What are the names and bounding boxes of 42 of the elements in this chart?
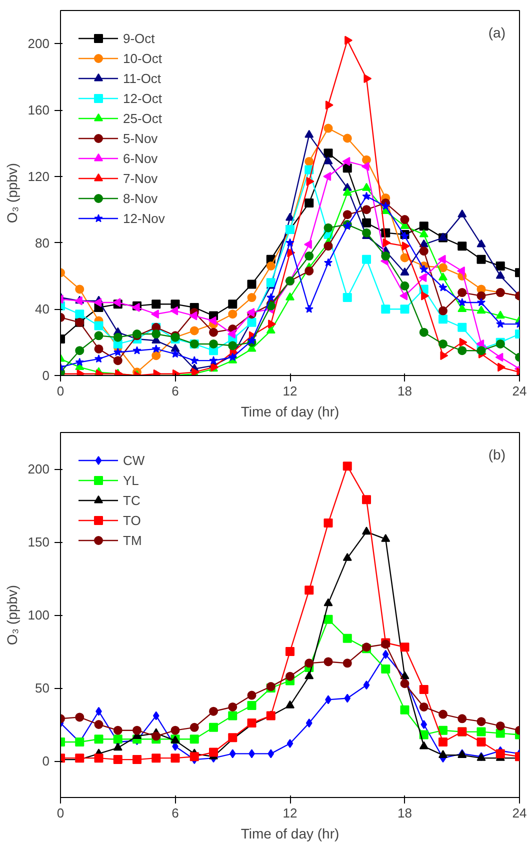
x-tick-label: 0 [56, 384, 64, 398]
legend-label: 5-Nov [123, 130, 158, 146]
x-tick-label: 24 [512, 384, 527, 398]
y-tick-label: 100 [28, 608, 50, 622]
legend-label: 12-Oct [123, 90, 162, 106]
x-tick-label: 6 [172, 384, 179, 398]
legend-label: TM [123, 532, 143, 548]
x-tick-label: 12 [282, 384, 298, 398]
y-tick-label: 200 [28, 36, 50, 52]
y-tick-label: 200 [28, 462, 50, 476]
x-tick-label: 18 [398, 806, 412, 820]
x-axis-title: Time of day (hr) [240, 404, 340, 420]
legend-label: YL [123, 472, 140, 488]
legend-label: 12-Nov [123, 210, 165, 226]
legend-label: CW [123, 452, 145, 468]
y-tick-label: 50 [35, 680, 50, 696]
x-tick-label: 0 [56, 806, 64, 820]
legend-label: TO [123, 512, 142, 528]
y-axis-title: O₃ (ppbv) [4, 584, 20, 646]
y-tick-label: 40 [35, 302, 50, 317]
y-tick-label: 0 [42, 754, 50, 768]
legend-label: TC [123, 492, 142, 508]
legend-label: 10-Oct [123, 50, 162, 66]
y-axis-title: O₃ (ppbv) [4, 162, 20, 224]
y-tick-label: 160 [28, 102, 50, 118]
legend-label: 6-Nov [123, 150, 158, 166]
y-tick-label: 120 [28, 168, 50, 184]
legend-label: 9-Oct [123, 30, 155, 46]
y-tick-label: 0 [42, 368, 50, 383]
x-axis-title: Time of day (hr) [240, 826, 340, 842]
y-tick-label: 150 [28, 534, 50, 550]
x-tick-label: 24 [512, 806, 527, 820]
x-tick-label: 18 [398, 384, 412, 398]
y-tick-label: 80 [35, 235, 50, 250]
legend-label: 8-Nov [123, 190, 158, 206]
legend-label: 11-Oct [123, 70, 162, 86]
legend-label: 25-Oct [123, 110, 162, 126]
legend-label: 7-Nov [123, 170, 158, 186]
annotation: (b) [488, 446, 506, 462]
x-tick-label: 12 [282, 806, 298, 820]
annotation: (a) [488, 24, 506, 40]
x-tick-label: 6 [172, 806, 179, 820]
